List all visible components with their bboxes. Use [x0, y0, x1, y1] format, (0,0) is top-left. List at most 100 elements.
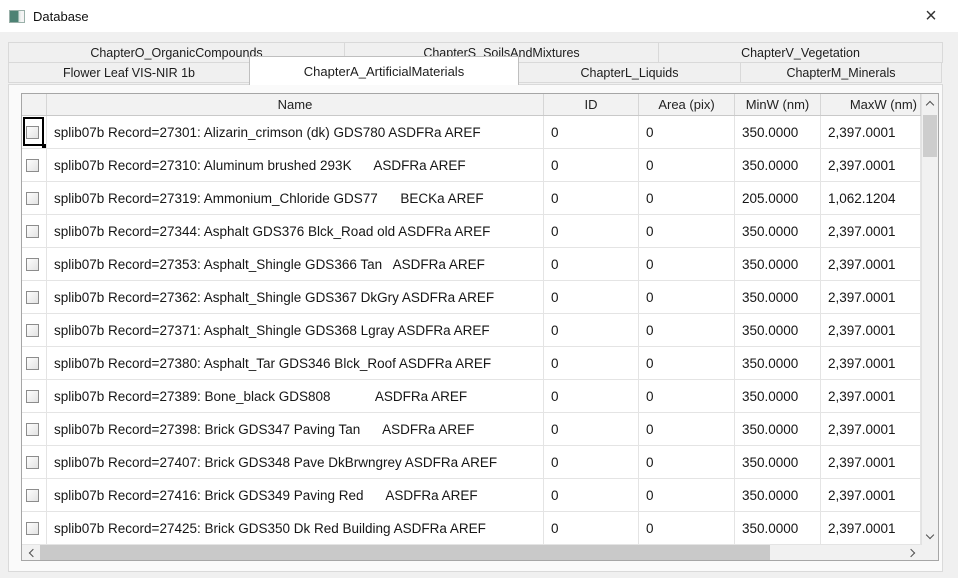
id-cell[interactable]: 0	[544, 380, 639, 412]
spectrum-name-cell[interactable]: splib07b Record=27425: Brick GDS350 Dk R…	[47, 512, 544, 544]
id-cell[interactable]: 0	[544, 116, 639, 148]
area-cell[interactable]: 0	[639, 215, 735, 247]
area-cell[interactable]: 0	[639, 281, 735, 313]
tab-flower-leaf-vis-nir-1b[interactable]: Flower Leaf VIS-NIR 1b	[8, 62, 250, 83]
area-cell[interactable]: 0	[639, 512, 735, 544]
id-cell[interactable]: 0	[544, 347, 639, 379]
minw-cell[interactable]: 350.0000	[735, 215, 821, 247]
maxw-cell[interactable]: 2,397.0001	[821, 215, 921, 247]
row-select-cell[interactable]	[22, 380, 47, 412]
minw-cell[interactable]: 350.0000	[735, 248, 821, 280]
tab-chaptera-artificialmaterials[interactable]: ChapterA_ArtificialMaterials	[249, 56, 519, 85]
maxw-cell[interactable]: 2,397.0001	[821, 347, 921, 379]
spectrum-name-cell[interactable]: splib07b Record=27310: Aluminum brushed …	[47, 149, 544, 181]
maxw-cell[interactable]: 2,397.0001	[821, 413, 921, 445]
maxw-cell[interactable]: 1,062.1204	[821, 182, 921, 214]
minw-cell[interactable]: 350.0000	[735, 380, 821, 412]
area-cell[interactable]: 0	[639, 446, 735, 478]
id-cell[interactable]: 0	[544, 182, 639, 214]
row-checkbox[interactable]	[26, 389, 39, 403]
header-area-pix[interactable]: Area (pix)	[639, 94, 735, 115]
minw-cell[interactable]: 350.0000	[735, 314, 821, 346]
minw-cell[interactable]: 350.0000	[735, 413, 821, 445]
spectrum-name-cell[interactable]: splib07b Record=27380: Asphalt_Tar GDS34…	[47, 347, 544, 379]
row-select-cell[interactable]	[22, 347, 47, 379]
close-button[interactable]: ×	[925, 5, 937, 27]
row-select-cell[interactable]	[22, 281, 47, 313]
row-select-cell[interactable]	[22, 215, 47, 247]
minw-cell[interactable]: 350.0000	[735, 347, 821, 379]
id-cell[interactable]: 0	[544, 281, 639, 313]
id-cell[interactable]: 0	[544, 314, 639, 346]
row-checkbox[interactable]	[26, 224, 39, 238]
id-cell[interactable]: 0	[544, 413, 639, 445]
header-minw-nm[interactable]: MinW (nm)	[735, 94, 821, 115]
minw-cell[interactable]: 205.0000	[735, 182, 821, 214]
minw-cell[interactable]: 350.0000	[735, 479, 821, 511]
maxw-cell[interactable]: 2,397.0001	[821, 479, 921, 511]
spectrum-name-cell[interactable]: splib07b Record=27353: Asphalt_Shingle G…	[47, 248, 544, 280]
tab-chapterl-liquids[interactable]: ChapterL_Liquids	[518, 62, 741, 83]
row-select-cell[interactable]	[22, 248, 47, 280]
row-checkbox[interactable]	[26, 488, 39, 502]
row-select-cell[interactable]	[22, 182, 47, 214]
id-cell[interactable]: 0	[544, 149, 639, 181]
spectrum-name-cell[interactable]: splib07b Record=27416: Brick GDS349 Pavi…	[47, 479, 544, 511]
area-cell[interactable]: 0	[639, 314, 735, 346]
horizontal-scrollbar-thumb[interactable]	[40, 545, 770, 560]
area-cell[interactable]: 0	[639, 248, 735, 280]
row-checkbox[interactable]	[26, 125, 39, 139]
row-checkbox[interactable]	[26, 158, 39, 172]
spectrum-name-cell[interactable]: splib07b Record=27344: Asphalt GDS376 Bl…	[47, 215, 544, 247]
row-checkbox[interactable]	[26, 422, 39, 436]
area-cell[interactable]: 0	[639, 116, 735, 148]
row-select-cell[interactable]	[22, 413, 47, 445]
row-checkbox[interactable]	[26, 521, 39, 535]
maxw-cell[interactable]: 2,397.0001	[821, 314, 921, 346]
row-checkbox[interactable]	[26, 257, 39, 271]
row-select-cell[interactable]	[22, 116, 47, 148]
area-cell[interactable]: 0	[639, 380, 735, 412]
id-cell[interactable]: 0	[544, 512, 639, 544]
minw-cell[interactable]: 350.0000	[735, 149, 821, 181]
maxw-cell[interactable]: 2,397.0001	[821, 248, 921, 280]
maxw-cell[interactable]: 2,397.0001	[821, 116, 921, 148]
spectrum-name-cell[interactable]: splib07b Record=27407: Brick GDS348 Pave…	[47, 446, 544, 478]
header-maxw-nm[interactable]: MaxW (nm)	[821, 94, 921, 115]
row-checkbox[interactable]	[26, 191, 39, 205]
area-cell[interactable]: 0	[639, 149, 735, 181]
maxw-cell[interactable]: 2,397.0001	[821, 380, 921, 412]
horizontal-scrollbar[interactable]	[22, 545, 938, 560]
area-cell[interactable]: 0	[639, 479, 735, 511]
header-id[interactable]: ID	[544, 94, 639, 115]
row-select-cell[interactable]	[22, 446, 47, 478]
spectrum-name-cell[interactable]: splib07b Record=27389: Bone_black GDS808…	[47, 380, 544, 412]
spectrum-name-cell[interactable]: splib07b Record=27319: Ammonium_Chloride…	[47, 182, 544, 214]
row-select-cell[interactable]	[22, 314, 47, 346]
id-cell[interactable]: 0	[544, 479, 639, 511]
row-checkbox[interactable]	[26, 323, 39, 337]
area-cell[interactable]: 0	[639, 347, 735, 379]
row-select-cell[interactable]	[22, 512, 47, 544]
id-cell[interactable]: 0	[544, 215, 639, 247]
row-checkbox[interactable]	[26, 290, 39, 304]
minw-cell[interactable]: 350.0000	[735, 116, 821, 148]
spectrum-name-cell[interactable]: splib07b Record=27398: Brick GDS347 Pavi…	[47, 413, 544, 445]
id-cell[interactable]: 0	[544, 446, 639, 478]
area-cell[interactable]: 0	[639, 413, 735, 445]
maxw-cell[interactable]: 2,397.0001	[821, 446, 921, 478]
minw-cell[interactable]: 350.0000	[735, 281, 821, 313]
row-select-cell[interactable]	[22, 149, 47, 181]
tab-chapterv-vegetation[interactable]: ChapterV_Vegetation	[658, 42, 943, 63]
scroll-right-button[interactable]	[903, 545, 921, 560]
maxw-cell[interactable]: 2,397.0001	[821, 149, 921, 181]
minw-cell[interactable]: 350.0000	[735, 446, 821, 478]
area-cell[interactable]: 0	[639, 182, 735, 214]
header-name[interactable]: Name	[47, 94, 544, 115]
scroll-up-button[interactable]	[922, 94, 938, 113]
vertical-scrollbar[interactable]	[921, 94, 938, 545]
id-cell[interactable]: 0	[544, 248, 639, 280]
minw-cell[interactable]: 350.0000	[735, 512, 821, 544]
maxw-cell[interactable]: 2,397.0001	[821, 281, 921, 313]
row-select-cell[interactable]	[22, 479, 47, 511]
